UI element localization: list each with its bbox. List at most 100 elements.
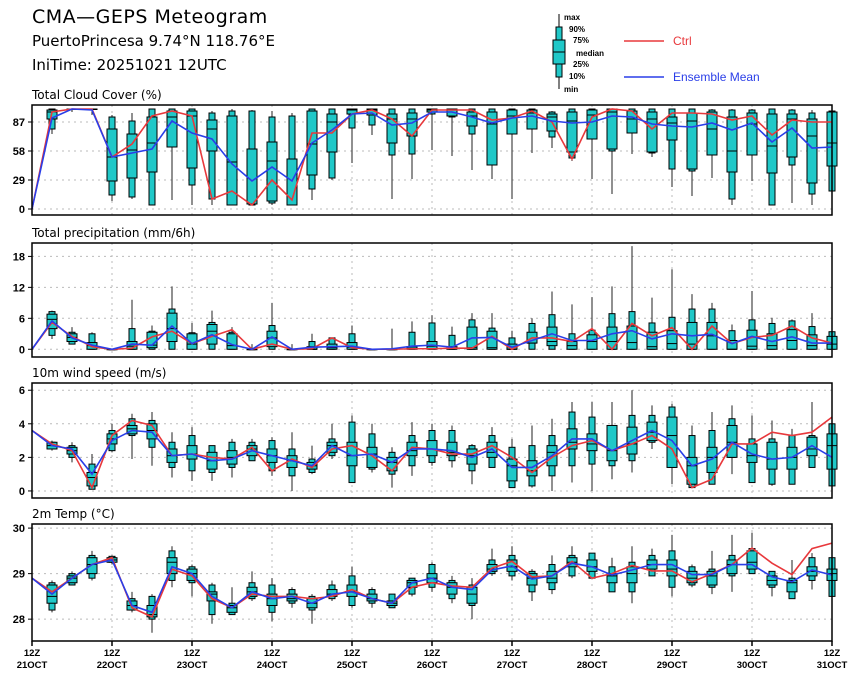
box-p25-p75	[666, 116, 678, 141]
box-whisker	[606, 286, 618, 350]
box-whisker	[86, 550, 98, 581]
box-whisker	[626, 546, 638, 604]
box-whisker	[406, 108, 418, 179]
box-whisker	[666, 269, 678, 350]
box-p25-p75	[126, 133, 138, 179]
box-whisker	[626, 390, 638, 473]
box-whisker	[646, 108, 658, 157]
box-whisker	[386, 328, 398, 351]
ctrl-line	[31, 542, 833, 618]
box-p25-p75	[226, 115, 238, 206]
box-p25-p75	[746, 550, 758, 570]
box-whisker	[646, 405, 658, 449]
box-whisker	[246, 110, 258, 206]
box-whisker	[226, 587, 238, 616]
x-tick-hour: 12Z	[504, 648, 521, 659]
box-p25-p75	[646, 111, 658, 153]
box-whisker	[726, 109, 738, 205]
box-whisker	[666, 403, 678, 485]
box-whisker	[286, 432, 298, 491]
panel-title: 10m wind speed (m/s)	[32, 366, 166, 380]
box-whisker	[226, 109, 238, 206]
ctrl-line	[31, 108, 832, 210]
panel-3: 2m Temp (°C) 28 29 30	[13, 507, 838, 642]
panel-title: 2m Temp (°C)	[32, 507, 115, 521]
x-tick-hour: 12Z	[24, 648, 41, 659]
box-whisker	[126, 113, 138, 199]
legend: max 90% 75% median 25% 10% min Ctrl Ensemble Mea…	[552, 13, 760, 94]
panel-frame	[31, 104, 833, 216]
legend-box-label: min	[564, 85, 578, 94]
box-whisker	[526, 425, 538, 488]
ensemble-mean-line	[31, 429, 833, 476]
ensemble-mean-line	[31, 108, 833, 210]
box-p25-p75	[646, 331, 658, 350]
x-tick-date: 31OCT	[817, 660, 848, 671]
box-whisker	[586, 108, 598, 179]
box-whisker	[606, 108, 618, 194]
box-whisker	[146, 108, 158, 206]
box-whisker	[206, 445, 218, 481]
x-tick-hour: 12Z	[184, 648, 201, 659]
panel-title: Total precipitation (mm/6h)	[31, 226, 195, 240]
box-whisker	[806, 110, 818, 205]
box-p25-p75	[486, 330, 498, 350]
box-whisker	[266, 302, 278, 350]
x-tick-hour: 12Z	[264, 648, 281, 659]
box-whisker	[506, 108, 518, 199]
box-p25-p75	[186, 445, 198, 460]
box-whisker	[726, 534, 738, 592]
box-p25-p75	[626, 325, 638, 350]
box-whisker	[566, 108, 578, 161]
init-time-label: IniTime: 20251021 12UTC	[32, 56, 227, 74]
box-whisker	[446, 425, 458, 468]
box-p25-p75	[666, 330, 678, 350]
box-whisker	[346, 415, 358, 484]
x-tick-date: 26OCT	[417, 660, 448, 671]
box-whisker	[346, 108, 358, 163]
box-whisker	[466, 108, 478, 170]
box-whisker	[346, 566, 358, 608]
box-whisker	[206, 310, 218, 350]
box-whisker	[586, 297, 598, 350]
ensemble-mean-line	[31, 559, 833, 614]
panel-frame	[31, 382, 833, 499]
box-whisker	[706, 550, 718, 595]
box-p25-p75	[546, 326, 558, 347]
box-whisker	[726, 324, 738, 350]
box-whisker	[306, 445, 318, 475]
box-p25-p75	[226, 333, 238, 350]
box-whisker	[166, 286, 178, 350]
legend-box-label: 90%	[569, 25, 585, 34]
box-whisker	[566, 304, 578, 350]
box-p25-p75	[266, 330, 278, 348]
box-p25-p75	[586, 109, 598, 140]
box-p25-p75	[166, 110, 178, 148]
panel-1: Total precipitation (mm/6h) 0 6 12 18	[13, 226, 838, 358]
box-p25-p75	[726, 116, 738, 173]
y-tick-label: 29	[13, 175, 25, 187]
box-whisker	[326, 423, 338, 460]
box-p25-p75	[766, 113, 778, 174]
box-whisker	[706, 109, 718, 178]
box-p25-p75	[706, 570, 718, 586]
box-p25-p75	[66, 575, 78, 584]
box-whisker	[326, 580, 338, 601]
box-whisker	[786, 559, 798, 600]
box-p25-p75	[526, 460, 538, 477]
legend-box-label: 10%	[569, 72, 585, 81]
box-whisker	[666, 108, 678, 187]
box-p25-p75	[86, 557, 98, 575]
box-p25-p75	[366, 446, 378, 468]
box-p25-p75	[606, 424, 618, 462]
y-tick-label: 30	[13, 523, 25, 535]
box-whisker	[426, 423, 438, 466]
box-whisker	[146, 412, 158, 466]
box-p25-p75	[666, 416, 678, 468]
y-tick-label: 4	[19, 419, 26, 431]
box-whisker	[726, 405, 738, 475]
box-whisker	[306, 108, 318, 200]
legend-box-label: max	[564, 13, 581, 22]
box-p25-p75	[266, 593, 278, 606]
